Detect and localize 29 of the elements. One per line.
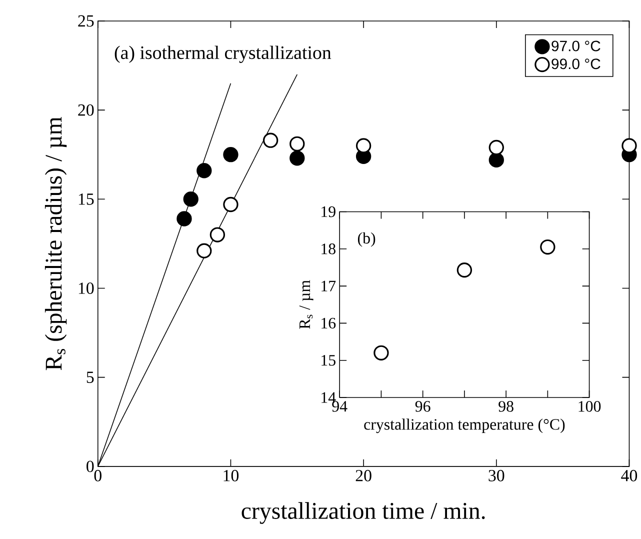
x-tick-label: 20 xyxy=(356,470,372,482)
x-tick-label: 100 xyxy=(578,400,601,412)
y-tick-label: 20 xyxy=(78,104,94,116)
y-axis-title: R$_{s}$ (spherulite radius) / µm xyxy=(44,116,67,370)
legend-label: 97.0 °C xyxy=(552,40,600,52)
x-axis-title: crystallization temperature (°C) xyxy=(364,418,565,433)
y-tick-label: 15 xyxy=(78,193,94,205)
y-tick-label: 10 xyxy=(78,282,94,294)
x-tick-label: 98 xyxy=(498,400,514,412)
x-tick-label: 94 xyxy=(332,400,348,412)
y-tick-label: 25 xyxy=(78,15,94,26)
x-tick-label: 30 xyxy=(488,470,504,482)
x-tick-label: 10 xyxy=(224,470,239,482)
y-tick-label: 17 xyxy=(322,280,336,292)
y-axis-title: R$_{s}$ / µm xyxy=(299,280,314,329)
y-tick-label: 5 xyxy=(86,372,94,383)
x-tick-label: 0 xyxy=(94,470,102,482)
y-tick-label: 19 xyxy=(322,206,336,217)
y-tick-label: 14 xyxy=(322,392,336,403)
x-tick-label: 40 xyxy=(621,470,638,482)
legend-label: 99.0 °C xyxy=(552,58,600,70)
y-tick-label: 15 xyxy=(322,354,336,366)
y-tick-label: 18 xyxy=(322,243,336,254)
annotation: (b) xyxy=(358,232,376,247)
y-tick-label: 16 xyxy=(322,318,336,328)
x-tick-label: 96 xyxy=(415,400,430,412)
y-tick-label: 0 xyxy=(86,460,94,472)
x-axis-title: crystallization time / min. xyxy=(242,502,485,524)
annotation: (a) isothermal crystallization xyxy=(114,46,332,63)
